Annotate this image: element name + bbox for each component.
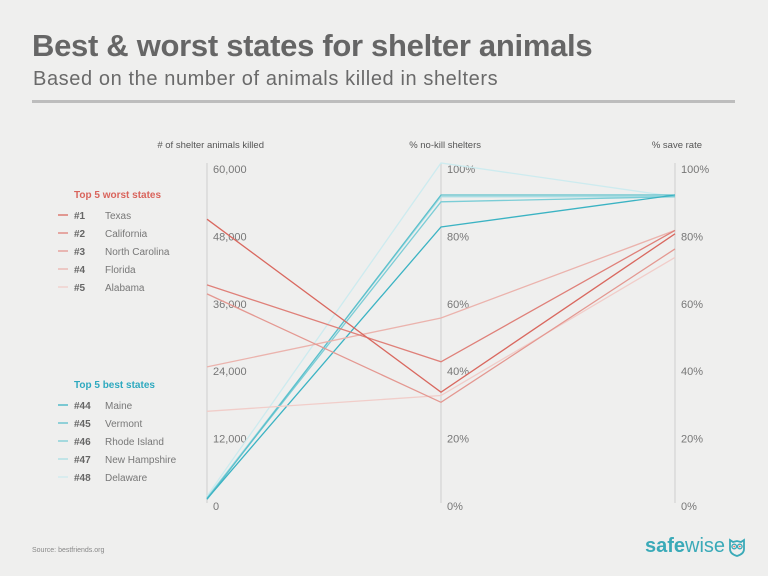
legend-rank: #1 — [74, 211, 86, 222]
tick-label-save: 20% — [681, 434, 703, 446]
legend-state-name: Texas — [105, 211, 131, 222]
series-line-alabama — [206, 256, 676, 412]
tick-label-nokill: 20% — [447, 434, 469, 446]
axis-title-killed: # of shelter animals killed — [157, 140, 264, 151]
legend-heading-worst: Top 5 worst states — [74, 190, 161, 201]
series-line-california — [206, 229, 676, 363]
legend-state-name: Rhode Island — [105, 437, 164, 448]
tick-label-save: 100% — [681, 164, 709, 176]
legend-rank: #44 — [74, 401, 91, 412]
axis-title-nokill: % no-kill shelters — [409, 140, 481, 151]
series-line-delaware — [206, 162, 676, 497]
tick-label-killed: 0 — [213, 501, 219, 513]
legend-rank: #46 — [74, 437, 91, 448]
legend-state-name: New Hampshire — [105, 455, 177, 466]
tick-label-nokill: 80% — [447, 231, 469, 243]
owl-shield-icon — [729, 537, 745, 557]
tick-label-save: 80% — [681, 231, 703, 243]
legend-state-name: Alabama — [105, 283, 145, 294]
series-line-vermont — [206, 194, 675, 500]
tick-label-killed: 24,000 — [213, 366, 247, 378]
series-line-north-carolina — [206, 248, 676, 404]
legend-rank: #4 — [74, 265, 86, 276]
legend-heading-best: Top 5 best states — [74, 380, 155, 391]
tick-label-nokill: 40% — [447, 366, 469, 378]
series-line-florida — [206, 229, 676, 368]
tick-label-save: 60% — [681, 299, 703, 311]
series-lines-layer — [206, 162, 676, 500]
legend-rank: #48 — [74, 473, 91, 484]
legend-rank: #47 — [74, 455, 91, 466]
legend-state-name: Vermont — [105, 419, 142, 430]
legend-state-name: Florida — [105, 265, 136, 276]
tick-label-killed: 12,000 — [213, 434, 247, 446]
tick-label-nokill: 0% — [447, 501, 463, 513]
tick-label-nokill: 60% — [447, 299, 469, 311]
source-note: Source: bestfriends.org — [32, 547, 105, 554]
logo-text-bold: safe — [645, 535, 686, 557]
series-line-rhode-island — [206, 196, 676, 499]
title-divider — [32, 100, 735, 103]
tick-label-save: 40% — [681, 366, 703, 378]
legend-state-name: North Carolina — [105, 247, 170, 258]
page-subtitle: Based on the number of animals killed in… — [33, 68, 499, 90]
axis-title-save: % save rate — [652, 140, 702, 151]
tick-label-save: 0% — [681, 501, 697, 513]
series-line-maine — [206, 194, 676, 500]
page-title: Best & worst states for shelter animals — [32, 28, 593, 63]
series-line-texas — [206, 218, 676, 393]
logo-text-light: wise — [685, 535, 726, 557]
legend: Top 5 worst states #1 Texas #2 California #3 N… — [58, 190, 177, 484]
legend-rank: #5 — [74, 283, 86, 294]
legend-rank: #2 — [74, 229, 86, 240]
tick-label-killed: 48,000 — [213, 231, 247, 243]
legend-rank: #45 — [74, 419, 91, 430]
tick-label-killed: 60,000 — [213, 164, 247, 176]
legend-state-name: California — [105, 229, 148, 240]
legend-state-name: Delaware — [105, 473, 148, 484]
safewise-logo: safe wise — [645, 535, 746, 558]
legend-state-name: Maine — [105, 401, 133, 412]
legend-rank: #3 — [74, 247, 86, 258]
